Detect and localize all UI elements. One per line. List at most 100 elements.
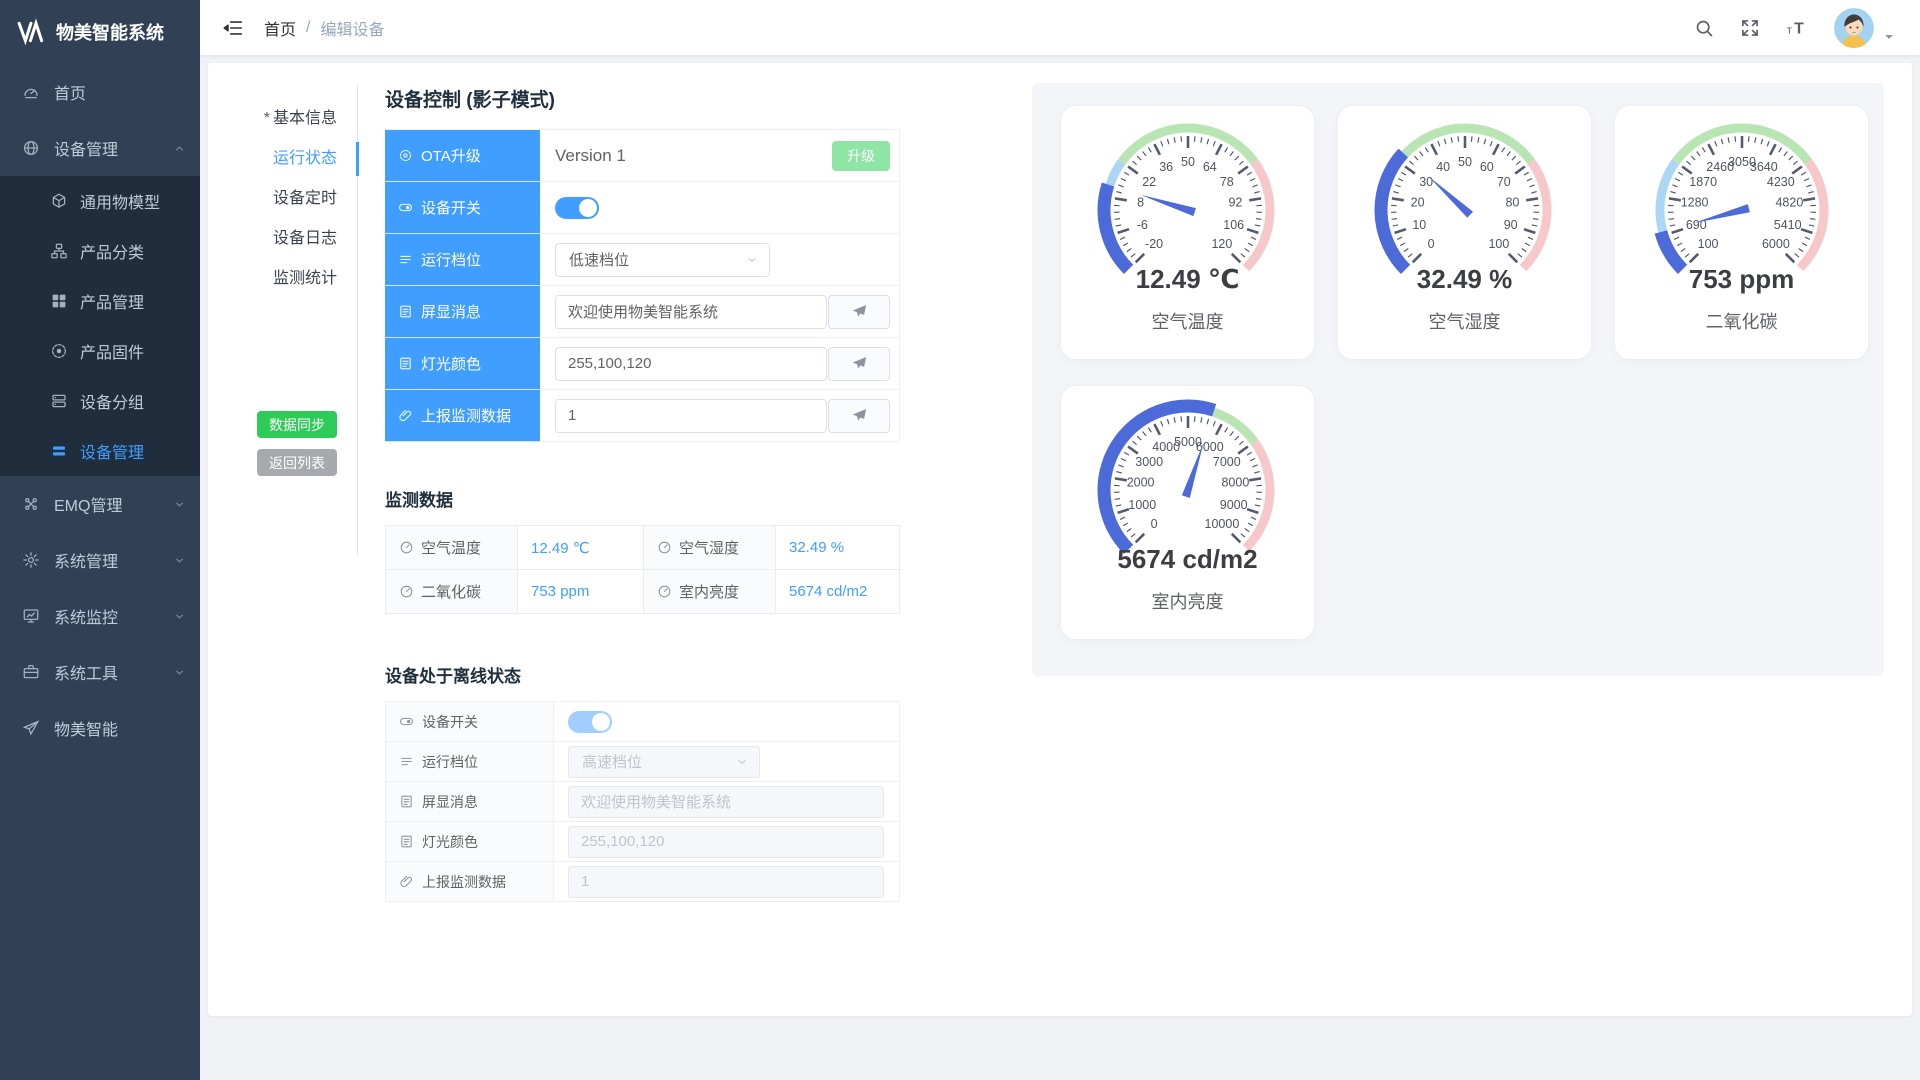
sidebar: 物美智能系统 首页 设备管理 通用物模型 产品分类 产品管理 产品固件 设备分组 设备管理 EM… [0,0,200,1080]
svg-text:5410: 5410 [1773,218,1801,232]
sidebar-item-label: EMQ管理 [54,498,123,515]
tab-设备日志[interactable]: 设备日志 [208,219,357,259]
row-value [554,782,899,821]
tab-监测统计[interactable]: 监测统计 [208,259,357,299]
sidebar-collapse-icon[interactable] [222,17,244,39]
sidebar-menu: 首页 设备管理 通用物模型 产品分类 产品管理 产品固件 设备分组 设备管理 EMQ管理 系统管理… [0,64,200,756]
device-switch-toggle[interactable] [555,196,599,219]
row-value [554,702,899,741]
sidebar-item-首页[interactable]: 首页 [0,64,200,120]
sidebar-item-系统管理[interactable]: 系统管理 [0,532,200,588]
svg-text:22: 22 [1142,175,1156,189]
device-switch-toggle [568,710,612,733]
firmware-version: Version 1 [555,145,626,165]
list-icon [50,442,68,460]
user-menu[interactable] [1834,7,1896,48]
control-row-运行档位: 运行档位 低速档位 [385,234,900,286]
svg-text:2000: 2000 [1126,476,1154,490]
sidebar-item-通用物模型[interactable]: 通用物模型 [0,176,200,226]
chevron-down-icon [173,610,186,623]
sidebar-item-产品分类[interactable]: 产品分类 [0,226,200,276]
svg-text:4230: 4230 [1766,175,1794,189]
send-icon [851,355,868,372]
send-button[interactable] [828,346,890,381]
chevron-down-icon [745,253,759,267]
svg-text:70: 70 [1496,175,1510,189]
svg-text:78: 78 [1219,175,1233,189]
row-label-text: 上报监测数据 [421,408,512,425]
sidebar-item-系统监控[interactable]: 系统监控 [0,588,200,644]
chevron-down-icon [735,755,749,769]
svg-text:80: 80 [1505,196,1519,210]
sidebar-item-设备分组[interactable]: 设备分组 [0,376,200,426]
sidebar-item-label: 系统工具 [54,666,119,683]
svg-text:0: 0 [1150,517,1157,531]
sidebar-item-物美智能[interactable]: 物美智能 [0,700,200,756]
svg-text:4820: 4820 [1775,196,1803,210]
switch-icon [398,200,413,215]
switch-icon [399,714,414,729]
tools-icon [22,663,40,681]
sidebar-item-产品固件[interactable]: 产品固件 [0,326,200,376]
svg-text:92: 92 [1228,196,1242,210]
svg-text:10000: 10000 [1204,517,1239,531]
chevron-up-icon [173,142,186,155]
sidebar-item-产品管理[interactable]: 产品管理 [0,276,200,326]
back-to-list-button[interactable]: 返回列表 [257,449,337,476]
sidebar-item-设备管理[interactable]: 设备管理 [0,426,200,476]
row-value [540,338,900,390]
plane-icon [22,719,40,737]
tab-设备定时[interactable]: 设备定时 [208,179,357,219]
svg-text:50: 50 [1458,155,1472,169]
gauge-caption: 空气温度 [1151,312,1224,332]
屏显消息-input[interactable] [555,294,827,329]
row-label: OTA升级 [385,130,540,182]
row-label: 上报监测数据 [386,862,554,901]
tab-基本信息[interactable]: * 基本信息 [208,99,357,139]
灯光颜色-input [568,825,884,858]
gauge-icon [657,540,672,555]
monitor-table: 空气温度 12.49 ℃ 空气湿度 32.49 % 二氧化碳 753 ppm 室内亮度 567… [385,525,901,614]
gear-level-select[interactable]: 低速档位 [555,242,770,277]
send-button[interactable] [828,294,890,329]
caret-down-icon[interactable] [1882,30,1896,44]
search-icon[interactable] [1694,18,1714,38]
svg-text:40: 40 [1436,160,1450,174]
avatar[interactable] [1834,7,1874,48]
sidebar-item-label: 系统监控 [54,610,119,627]
svg-text:7000: 7000 [1212,455,1240,469]
tab-label: 基本信息 [272,110,337,127]
sidebar-item-设备管理[interactable]: 设备管理 [0,120,200,176]
app-logo[interactable]: 物美智能系统 [0,0,200,64]
row-label-text: 运行档位 [422,753,478,770]
svg-text:т: т [1787,24,1792,36]
offline-row-运行档位: 运行档位 高速档位 [386,742,899,782]
monitor-value-空气温度: 12.49 ℃ [518,526,644,570]
row-label-text: 屏显消息 [422,793,478,810]
sidebar-item-label: 设备管理 [54,142,119,159]
send-button[interactable] [828,398,890,433]
gauge-caption: 二氧化碳 [1705,312,1778,332]
sidebar-item-EMQ管理[interactable]: EMQ管理 [0,476,200,532]
chevron-down-icon [173,666,186,679]
gauge-value: 5674 cd/m2 [1117,544,1258,574]
sidebar-item-系统工具[interactable]: 系统工具 [0,644,200,700]
data-sync-button[interactable]: 数据同步 [257,411,337,438]
sidebar-item-label: 物美智能 [54,722,119,739]
上报监测数据-input[interactable] [555,398,827,433]
row-value [554,822,899,861]
breadcrumb-home[interactable]: 首页 [264,21,297,39]
doc-icon [399,794,414,809]
row-value: Version 1 升级 [540,130,900,182]
灯光颜色-input[interactable] [555,346,827,381]
upgrade-button[interactable]: 升级 [832,140,890,171]
control-row-上报监测数据: 上报监测数据 [385,390,900,442]
fullscreen-icon[interactable] [1740,18,1760,38]
tab-运行状态[interactable]: 运行状态 [208,139,359,179]
